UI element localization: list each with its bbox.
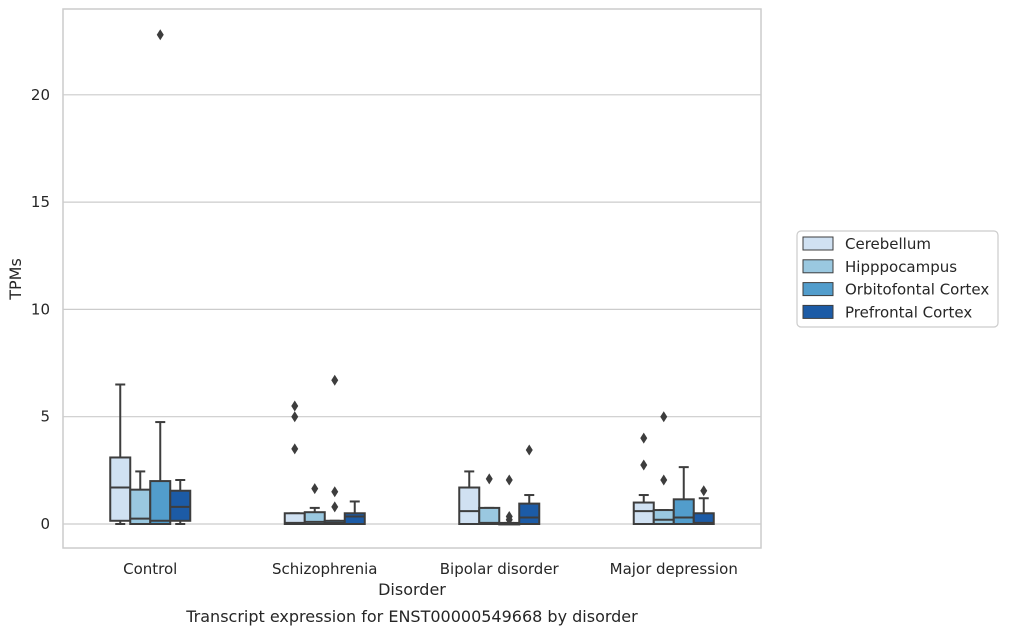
outlier-point — [331, 374, 339, 386]
box-orbitofontal-cortex — [498, 474, 521, 526]
outlier-point — [660, 411, 668, 423]
box-hipppocampus — [652, 411, 675, 525]
box-iqr — [109, 456, 132, 522]
plot-frame — [62, 8, 762, 549]
legend-label: Prefrontal Cortex — [845, 303, 972, 321]
box-iqr — [149, 480, 172, 525]
box-iqr — [478, 506, 501, 525]
box-iqr — [518, 502, 541, 526]
box-cerebellum — [458, 470, 481, 526]
box-iqr — [692, 512, 715, 526]
outlier-point — [331, 501, 339, 513]
box-iqr — [632, 501, 655, 526]
box-iqr — [652, 509, 675, 525]
outlier-point — [640, 432, 648, 444]
outlier-point — [311, 483, 319, 495]
x-tick-label: Bipolar disorder — [440, 560, 560, 578]
x-tick-label: Control — [123, 560, 177, 578]
legend-label: Cerebellum — [845, 235, 931, 253]
plot-marks — [109, 29, 715, 526]
box-cerebellum — [632, 432, 655, 526]
box-orbitofontal-cortex — [323, 374, 346, 526]
x-tick-label: Schizophrenia — [272, 560, 377, 578]
outlier-point — [291, 443, 299, 455]
legend-item: Cerebellum — [802, 235, 931, 253]
legend-item: Hipppocampus — [802, 258, 957, 276]
box-iqr — [169, 489, 192, 522]
outlier-point — [660, 474, 668, 486]
chart-caption: Transcript expression for ENST0000054966… — [185, 607, 638, 626]
x-tick-labels: Control Schizophrenia Bipolar disorder Majo… — [123, 560, 738, 578]
y-tick-label: 20 — [31, 86, 50, 104]
grid-lines — [63, 94, 761, 525]
legend-label: Hipppocampus — [845, 258, 957, 276]
box-cerebellum — [283, 400, 306, 526]
outlier-point — [505, 474, 513, 486]
box-prefrontal-cortex — [343, 500, 366, 526]
legend-item: Prefrontal Cortex — [802, 303, 972, 321]
outlier-point — [700, 485, 708, 497]
legend-swatch — [802, 282, 834, 297]
outlier-point — [485, 473, 493, 485]
y-axis-title: TPMs — [6, 258, 25, 301]
y-tick-label: 0 — [40, 515, 50, 533]
box-orbitofontal-cortex — [672, 466, 695, 526]
outlier-point — [505, 510, 513, 522]
box-iqr — [303, 511, 326, 526]
box-iqr — [672, 498, 695, 526]
box-iqr — [458, 486, 481, 526]
outlier-point — [291, 411, 299, 423]
legend-swatch — [802, 236, 834, 251]
box-hipppocampus — [129, 470, 152, 525]
box-hipppocampus — [303, 483, 326, 526]
outlier-point — [291, 400, 299, 412]
legend-frame — [796, 230, 999, 328]
legend-label: Orbitofontal Cortex — [845, 281, 989, 299]
box-prefrontal-cortex — [169, 479, 192, 525]
legend-item: Orbitofontal Cortex — [802, 281, 989, 299]
x-axis-title: Disorder — [378, 580, 446, 599]
outlier-point — [156, 29, 164, 41]
x-tick-label: Major depression — [610, 560, 738, 578]
y-tick-label: 15 — [31, 193, 50, 211]
box-prefrontal-cortex — [518, 444, 541, 526]
box-hipppocampus — [478, 473, 501, 525]
outlier-point — [525, 444, 533, 456]
legend: Cerebellum Hipppocampus Orbitofontal Corte… — [796, 230, 999, 328]
outlier-point — [331, 486, 339, 498]
y-tick-labels: 0 5 10 15 20 — [31, 86, 50, 533]
legend-swatch — [802, 304, 834, 319]
box-iqr — [343, 512, 366, 526]
y-tick-label: 5 — [40, 408, 50, 426]
box-cerebellum — [109, 383, 132, 525]
box-orbitofontal-cortex — [149, 29, 172, 525]
outlier-point — [640, 459, 648, 471]
box-prefrontal-cortex — [692, 485, 715, 526]
legend-swatch — [802, 259, 834, 274]
y-tick-label: 10 — [31, 300, 50, 318]
